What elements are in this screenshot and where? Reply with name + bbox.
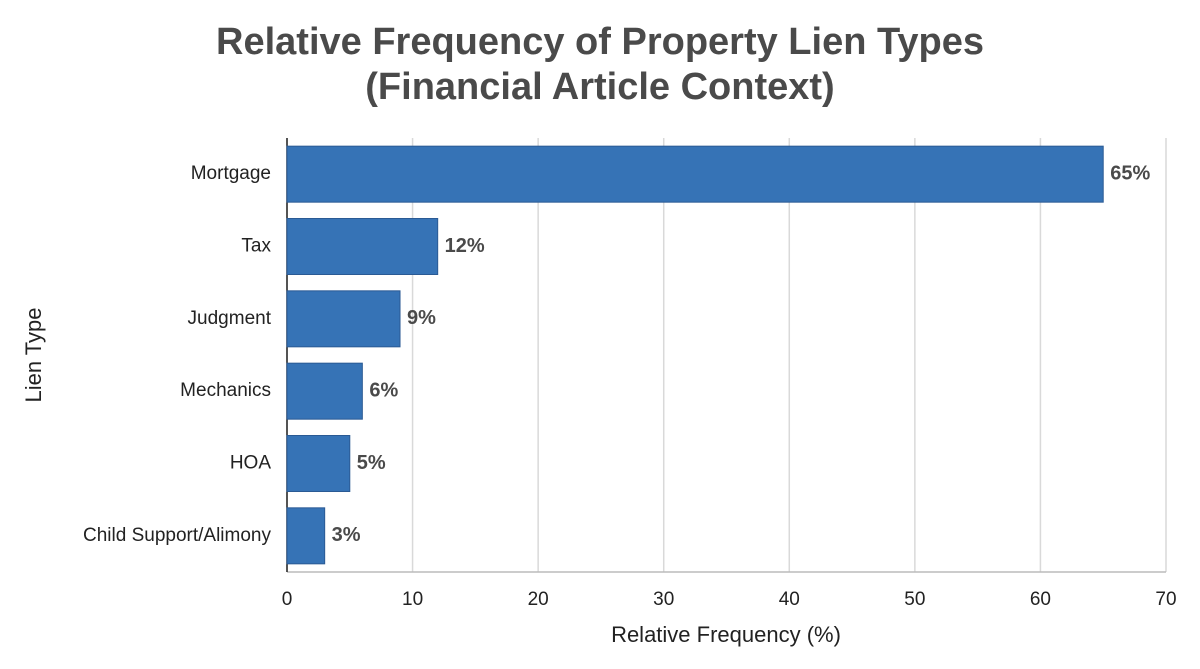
chart-title: Relative Frequency of Property Lien Type… [216,21,984,63]
value-label: 3% [332,524,361,546]
value-label: 6% [369,379,398,401]
x-axis-label: Relative Frequency (%) [611,622,841,647]
bar [286,362,363,420]
bar [286,435,351,492]
value-label: 9% [407,307,436,329]
value-label: 65% [1110,162,1150,184]
bar [286,507,326,565]
value-label: 12% [445,235,485,257]
bar [286,145,1104,203]
chart-title: (Financial Article Context) [365,66,834,108]
value-label: 5% [357,452,386,474]
y-tick-label: Tax [241,236,271,257]
y-tick-label: Mortgage [191,163,271,184]
x-tick-label: 60 [1030,589,1051,610]
x-tick-label: 70 [1155,589,1176,610]
x-tick-label: 10 [402,589,423,610]
y-tick-label: HOA [230,453,272,474]
bar [286,218,439,275]
x-tick-label: 20 [528,589,549,610]
y-tick-label: Judgment [188,308,272,329]
x-tick-label: 30 [653,589,674,610]
y-tick-label: Child Support/Alimony [83,525,271,546]
x-tick-label: 50 [904,589,925,610]
bar [286,290,401,348]
x-tick-label: 0 [282,589,293,610]
y-tick-label: Mechanics [180,380,271,401]
y-axis-label: Lien Type [21,307,46,402]
x-tick-label: 40 [779,589,800,610]
